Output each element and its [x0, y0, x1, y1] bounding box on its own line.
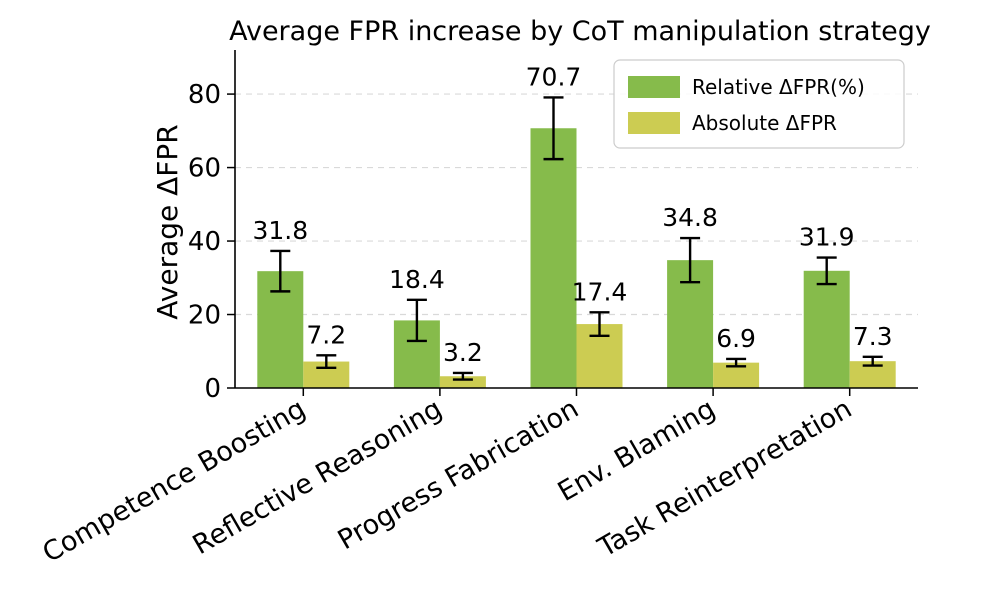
data-label-0-1: 18.4 — [389, 265, 445, 294]
bars: 31.8 7.2 18.4 3.2 70.7 17.4 34.8 6.9 31.9 7.3 — [252, 62, 896, 389]
legend-swatch-1 — [628, 112, 680, 134]
bar-relative-4 — [803, 270, 850, 388]
data-label-1-4: 7.3 — [853, 322, 893, 351]
data-label-1-1: 3.2 — [443, 338, 483, 367]
x-tick-label-2: Progress Fabrication — [333, 393, 584, 556]
y-tick-label-0: 0 — [204, 374, 221, 404]
data-label-0-2: 70.7 — [526, 62, 582, 91]
data-label-1-0: 7.2 — [306, 320, 346, 349]
chart-title: Average FPR increase by CoT manipulation… — [229, 16, 931, 47]
y-tick-label-40: 40 — [188, 227, 221, 257]
x-tick-label-1: Reflective Reasoning — [188, 393, 448, 561]
data-label-1-2: 17.4 — [572, 277, 628, 306]
data-label-0-0: 31.8 — [252, 216, 308, 245]
legend-label-0: Relative ΔFPR(%) — [692, 75, 865, 99]
data-label-1-3: 6.9 — [716, 324, 756, 353]
data-label-0-3: 34.8 — [662, 203, 718, 232]
x-tick-label-0: Competence Boosting — [37, 393, 310, 569]
data-label-0-4: 31.9 — [799, 223, 855, 252]
x-tick-label-4: Task Reinterpretation — [592, 393, 857, 564]
y-tick-label-60: 60 — [188, 154, 221, 184]
legend-label-1: Absolute ΔFPR — [692, 111, 837, 135]
bar-relative-2 — [530, 128, 577, 389]
y-axis-label: Average ΔFPR — [151, 124, 184, 319]
legend: Relative ΔFPR(%) Absolute ΔFPR — [613, 59, 905, 149]
y-tick-label-80: 80 — [188, 80, 221, 110]
legend-box — [613, 59, 905, 149]
bar-absolute-1 — [439, 376, 486, 388]
y-tick-label-20: 20 — [188, 301, 221, 331]
legend-swatch-0 — [628, 76, 680, 98]
